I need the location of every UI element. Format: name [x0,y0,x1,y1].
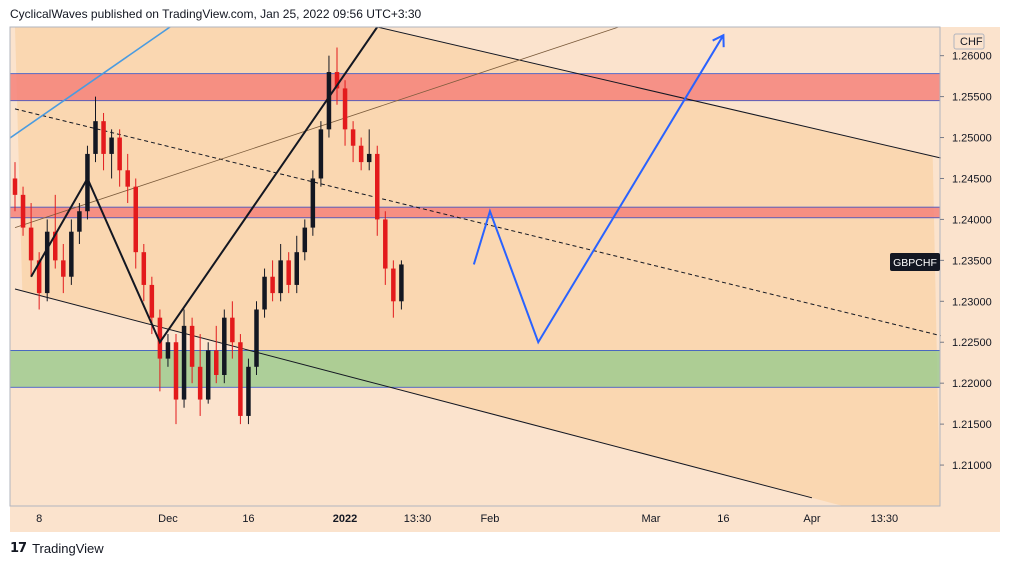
candle-body [165,342,171,359]
candle-body [375,153,380,220]
candle-body [334,72,340,89]
y-tick-label: 1.24500 [952,173,992,185]
tradingview-logo-icon: 17 [10,541,27,556]
x-tick-label: 13:30 [871,513,899,525]
candle-body [399,264,404,302]
projection-arrow-icon [712,33,725,48]
currency-label: CHF [960,36,983,48]
channel-line-1 [377,26,941,159]
candle-body [246,366,251,416]
channel-line-0 [14,288,813,499]
candle-body [69,231,74,277]
x-tick-label: Apr [803,513,820,525]
candle-body [205,350,211,400]
candle-body [238,342,243,416]
candle-body [366,153,372,163]
tradingview-brand[interactable]: 17 TradingView [10,541,104,556]
candle-body [141,252,147,285]
candle-body [318,129,324,179]
candle-body [133,186,138,253]
candle-body [230,317,235,343]
candle-body [254,309,259,367]
y-tick-label: 1.22500 [952,337,992,349]
candle-body [157,317,163,359]
candle-body [189,325,195,367]
candle-body [36,260,42,294]
candle-body [197,366,203,400]
resistance-zone-0 [9,73,941,102]
y-tick-label: 1.23500 [952,255,992,267]
candle-body [342,88,348,130]
y-tick-label: 1.21000 [952,460,992,472]
pattern-path [30,27,379,345]
candle-body [302,227,308,253]
x-tick-label: Dec [158,513,178,525]
candle-body [262,276,267,310]
candle-body [294,252,299,285]
blue-trendline [9,26,171,139]
projection-path [472,34,725,345]
y-tick-label: 1.25500 [952,92,992,104]
candle-body [117,137,122,171]
candle-body [214,350,219,375]
candle-body [391,268,396,302]
candle-body [278,260,283,294]
y-tick-label: 1.21500 [952,419,992,431]
candle-body [109,137,114,154]
candle-body [20,194,26,228]
x-tick-label: 2022 [333,513,357,525]
candle-body [222,317,227,375]
candle-body [358,145,364,163]
x-tick-label: Feb [480,513,499,525]
x-tick-label: 16 [242,513,254,525]
currency-box [953,33,985,50]
candle-body [125,170,130,187]
candle-body [173,342,179,400]
candle-body [12,178,18,195]
candle-body [61,260,66,277]
candle-body [286,260,291,285]
candle-body [350,129,356,146]
candle-body [383,219,388,269]
y-tick-label: 1.22000 [952,378,992,390]
symbol-price-tag-label: GBPCHF [893,257,937,269]
candle-body [270,276,275,294]
tradingview-name: TradingView [32,541,104,556]
publisher-line: CyclicalWaves published on TradingView.c… [10,7,422,21]
candle-body [77,211,82,232]
channel-line-3 [14,26,619,228]
y-tick-label: 1.25000 [952,133,992,145]
x-tick-label: Mar [641,513,660,525]
y-tick-label: 1.24000 [952,214,992,226]
candle-body [28,227,34,261]
channel-line-2 [14,108,941,337]
candle-body [310,178,316,228]
resistance-zone-1 [9,206,941,219]
candle-body [85,153,90,212]
y-tick-label: 1.26000 [952,51,992,63]
candle-body [44,231,50,294]
support-zone-2 [9,350,941,388]
price-axis-background [940,27,1000,532]
candle-body [101,121,106,154]
symbol-price-tag [890,252,940,271]
candle-body [181,325,187,400]
candle-body [53,231,58,261]
time-axis-background [10,506,1000,532]
x-tick-label: 16 [717,513,729,525]
x-tick-label: 8 [36,513,42,525]
candle-body [149,284,155,318]
candle-body [93,121,98,154]
candle-body [326,72,332,130]
x-tick-label: 13:30 [404,513,432,525]
y-tick-label: 1.23000 [952,296,992,308]
